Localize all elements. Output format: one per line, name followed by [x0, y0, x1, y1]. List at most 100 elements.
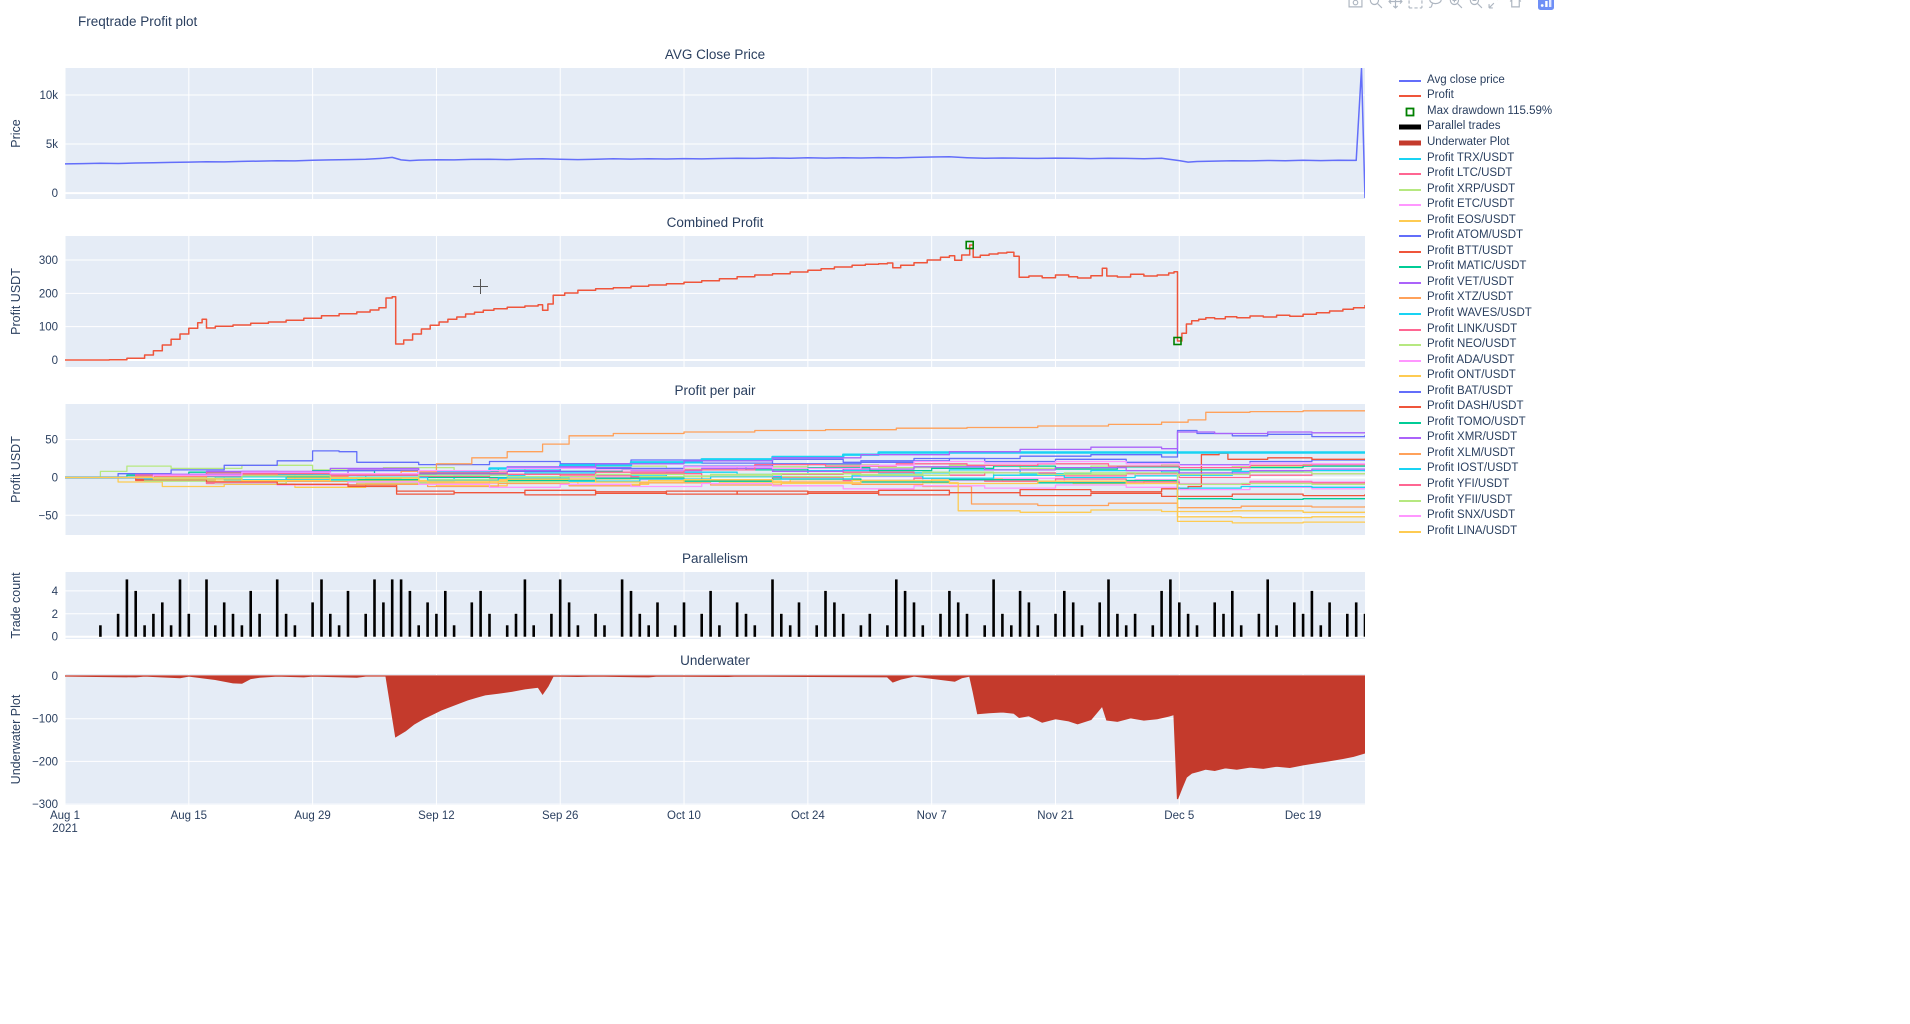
legend-item-profit-xmr-usdt[interactable]: Profit XMR/USDT: [1398, 430, 1552, 446]
lasso-icon[interactable]: [1428, 0, 1444, 10]
legend-item-profit-waves-usdt[interactable]: Profit WAVES/USDT: [1398, 305, 1552, 321]
legend-item-profit-ltc-usdt[interactable]: Profit LTC/USDT: [1398, 165, 1552, 181]
legend-label: Profit ATOM/USDT: [1427, 229, 1524, 242]
parallelism-bar: [983, 625, 986, 637]
legend-item-profit-iost-usdt[interactable]: Profit IOST/USDT: [1398, 461, 1552, 477]
legend-item-profit-matic-usdt[interactable]: Profit MATIC/USDT: [1398, 259, 1552, 275]
legend-item-profit-xtz-usdt[interactable]: Profit XTZ/USDT: [1398, 290, 1552, 306]
legend-item-profit-vet-usdt[interactable]: Profit VET/USDT: [1398, 274, 1552, 290]
legend-item-parallel-trades[interactable]: Parallel trades: [1398, 119, 1552, 135]
legend-item-profit-neo-usdt[interactable]: Profit NEO/USDT: [1398, 336, 1552, 352]
parallelism-bar: [444, 590, 447, 637]
legend-swatch: [1398, 167, 1422, 179]
legend-item-profit-xrp-usdt[interactable]: Profit XRP/USDT: [1398, 181, 1552, 197]
legend-swatch: [1398, 385, 1422, 397]
parallelism-bar: [594, 613, 597, 637]
legend-item-profit-yfii-usdt[interactable]: Profit YFII/USDT: [1398, 492, 1552, 508]
series-profit-snx-usdt: [65, 460, 1365, 479]
zoom-out-icon[interactable]: [1468, 0, 1484, 10]
pan-icon[interactable]: [1388, 0, 1404, 10]
legend-item-profit-bat-usdt[interactable]: Profit BAT/USDT: [1398, 383, 1552, 399]
legend-item-profit-xlm-usdt[interactable]: Profit XLM/USDT: [1398, 445, 1552, 461]
zoom-icon[interactable]: [1368, 0, 1384, 10]
subplot-4[interactable]: 0 −100 −200 −300 Underwater Underwater Plot: [9, 653, 1365, 811]
legend-item-profit-trx-usdt[interactable]: Profit TRX/USDT: [1398, 150, 1552, 166]
parallelism-bar: [1293, 602, 1296, 637]
box-select-icon[interactable]: [1408, 0, 1424, 10]
subplot-1[interactable]: 0 100 200 300 Combined Profit Profit USDT: [9, 215, 1365, 367]
subplot-2[interactable]: −50 0 50 Profit per pair Profit USDT: [9, 383, 1365, 535]
legend-item-profit-atom-usdt[interactable]: Profit ATOM/USDT: [1398, 227, 1552, 243]
legend-item-underwater-plot[interactable]: Underwater Plot: [1398, 134, 1552, 150]
parallelism-bar: [939, 613, 942, 637]
legend-item-profit-dash-usdt[interactable]: Profit DASH/USDT: [1398, 398, 1552, 414]
x-tick-label: Sep 26: [542, 810, 578, 822]
parallelism-bar: [992, 579, 995, 637]
legend-item-profit-tomo-usdt[interactable]: Profit TOMO/USDT: [1398, 414, 1552, 430]
legend-label: Profit VET/USDT: [1427, 275, 1514, 288]
y-tick-label: 4: [52, 586, 59, 598]
legend-swatch: [1398, 338, 1422, 350]
legend-item-profit-link-usdt[interactable]: Profit LINK/USDT: [1398, 321, 1552, 337]
parallelism-bar: [417, 625, 420, 637]
parallelism-bar: [293, 625, 297, 637]
legend-swatch: [1398, 229, 1422, 241]
legend-item-max-drawdown-115-59-[interactable]: Max drawdown 115.59%: [1398, 103, 1552, 119]
legend-item-profit-ont-usdt[interactable]: Profit ONT/USDT: [1398, 367, 1552, 383]
parallelism-bar: [329, 613, 332, 637]
parallelism-bar: [1133, 613, 1137, 637]
camera-icon[interactable]: [1348, 0, 1364, 10]
legend-item-avg-close-price[interactable]: Avg close price: [1398, 72, 1552, 88]
parallelism-bar: [1363, 613, 1365, 637]
legend-swatch: [1398, 416, 1422, 428]
legend-item-profit[interactable]: Profit: [1398, 88, 1552, 104]
plot-background[interactable]: [65, 68, 1365, 199]
parallelism-bar: [1054, 613, 1057, 637]
autoscale-icon[interactable]: [1488, 0, 1504, 10]
parallelism-bar: [311, 602, 314, 637]
zoom-in-icon[interactable]: [1448, 0, 1464, 10]
parallelism-bar: [249, 590, 252, 637]
legend-swatch: [1398, 183, 1422, 195]
plotly-logo-icon[interactable]: [1538, 0, 1554, 10]
subplot-3[interactable]: 0 2 4 Parallelism Trade count: [9, 551, 1366, 644]
parallelism-bar: [532, 625, 535, 637]
parallelism-bar: [1001, 613, 1004, 637]
legend-swatch: [1398, 307, 1422, 319]
parallelism-bar: [205, 579, 208, 637]
parallelism-bar: [1239, 625, 1243, 637]
legend-label: Profit TOMO/USDT: [1427, 415, 1526, 428]
series-profit: [65, 244, 1365, 361]
parallelism-bar: [1107, 579, 1110, 637]
parallelism-bar: [426, 602, 429, 637]
parallelism-bar: [1018, 590, 1022, 637]
plot-background[interactable]: [65, 572, 1365, 639]
legend-item-profit-etc-usdt[interactable]: Profit ETC/USDT: [1398, 196, 1552, 212]
y-tick-label: −200: [32, 756, 58, 768]
legend-item-profit-btt-usdt[interactable]: Profit BTT/USDT: [1398, 243, 1552, 259]
parallelism-bar: [1310, 590, 1314, 637]
subplot-0[interactable]: 0 5k 10k AVG Close Price Price: [9, 47, 1365, 200]
x-tick-label: Dec 5: [1164, 810, 1194, 822]
subplot-title: Profit per pair: [674, 383, 756, 398]
parallelism-bar: [1160, 590, 1163, 637]
reset-axes-icon[interactable]: [1508, 0, 1524, 10]
legend-item-profit-yfi-usdt[interactable]: Profit YFI/USDT: [1398, 476, 1552, 492]
x-tick-label: Oct 10: [667, 810, 701, 822]
legend-label: Underwater Plot: [1427, 135, 1510, 148]
legend-item-profit-eos-usdt[interactable]: Profit EOS/USDT: [1398, 212, 1552, 228]
legend-item-profit-ada-usdt[interactable]: Profit ADA/USDT: [1398, 352, 1552, 368]
parallelism-bar: [965, 613, 969, 637]
legend-item-profit-lina-usdt[interactable]: Profit LINA/USDT: [1398, 523, 1552, 539]
parallelism-bar: [1275, 625, 1278, 637]
plot-background[interactable]: [65, 236, 1365, 367]
parallelism-bar: [1080, 625, 1084, 637]
parallelism-bar: [824, 590, 827, 637]
parallelism-bar: [1319, 625, 1323, 637]
y-axis-title: Trade count: [9, 572, 23, 639]
legend-item-profit-snx-usdt[interactable]: Profit SNX/USDT: [1398, 507, 1552, 523]
parallelism-bar: [364, 613, 367, 637]
parallelism-bar: [1151, 625, 1155, 637]
parallelism-bar: [841, 613, 845, 637]
